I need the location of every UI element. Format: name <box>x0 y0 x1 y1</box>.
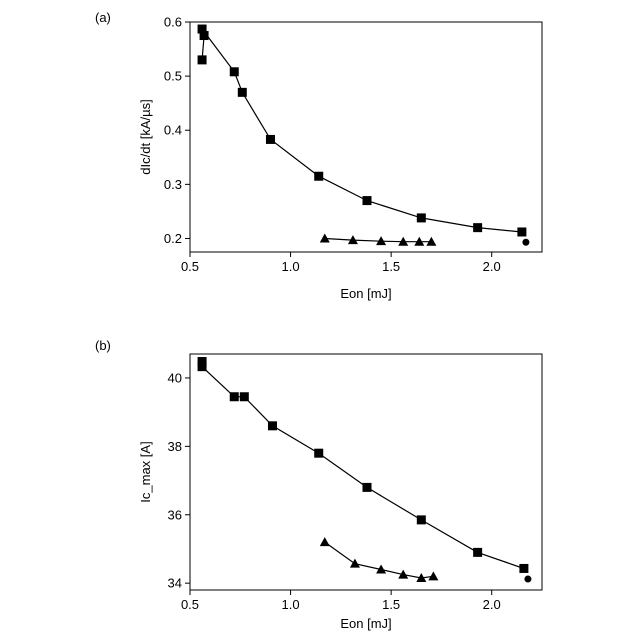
x-tick-label: 0.5 <box>181 597 199 612</box>
y-tick-label: 38 <box>168 439 182 454</box>
panel-b-ticks: 0.5 1.0 1.5 2.0 34 36 38 40 <box>168 370 501 612</box>
square-marker <box>517 227 526 236</box>
square-marker <box>363 483 372 492</box>
x-tick-label: 0.5 <box>181 259 199 274</box>
y-tick-label: 0.3 <box>164 177 182 192</box>
square-marker <box>230 67 239 76</box>
square-marker <box>238 88 247 97</box>
square-marker <box>230 392 239 401</box>
panel-a-label: (a) <box>95 10 111 25</box>
square-marker <box>473 548 482 557</box>
square-marker <box>314 449 323 458</box>
triangle-marker <box>350 559 360 568</box>
panel-b-plot-frame <box>190 354 542 590</box>
square-marker <box>198 25 207 34</box>
x-tick-label: 2.0 <box>483 597 501 612</box>
y-tick-label: 0.5 <box>164 69 182 84</box>
panel-a-x-axis-label: Eon [mJ] <box>340 286 391 301</box>
square-marker <box>519 564 528 573</box>
square-marker <box>268 421 277 430</box>
panel-a-plot-frame <box>190 22 542 252</box>
circle-marker <box>524 576 531 583</box>
x-tick-label: 1.5 <box>382 597 400 612</box>
y-tick-label: 0.2 <box>164 231 182 246</box>
square-marker <box>266 135 275 144</box>
figure: (a) 0.5 1.0 1.5 2.0 0.2 0.3 0.4 0.5 0.6 Eon [mJ]… <box>0 0 640 640</box>
panel-b-x-axis-label: Eon [mJ] <box>340 616 391 631</box>
x-tick-label: 1.5 <box>382 259 400 274</box>
square-marker <box>240 392 249 401</box>
panel-b-y-axis-label: Ic_max [A] <box>138 441 153 502</box>
y-tick-label: 0.6 <box>164 15 182 30</box>
square-marker <box>198 55 207 64</box>
panel-b: (b) 0.5 1.0 1.5 2.0 34 36 38 40 Eon [mJ] Ic_max… <box>95 338 542 631</box>
square-marker <box>198 362 207 371</box>
series-triangle-line <box>325 239 432 242</box>
panel-a-y-axis-label: dIc/dt [kA/µs] <box>138 99 153 174</box>
x-tick-label: 1.0 <box>282 597 300 612</box>
panel-a: (a) 0.5 1.0 1.5 2.0 0.2 0.3 0.4 0.5 0.6 Eon [mJ]… <box>95 10 542 301</box>
y-tick-label: 40 <box>168 370 182 385</box>
square-marker <box>363 196 372 205</box>
square-marker <box>417 515 426 524</box>
triangle-marker <box>320 233 330 242</box>
y-tick-label: 0.4 <box>164 123 182 138</box>
panel-b-markers <box>198 357 532 583</box>
square-marker <box>417 213 426 222</box>
x-tick-label: 2.0 <box>483 259 501 274</box>
y-tick-label: 36 <box>168 507 182 522</box>
triangle-marker <box>320 537 330 546</box>
panel-a-lines <box>202 29 522 242</box>
x-tick-label: 1.0 <box>282 259 300 274</box>
series-square-line <box>202 29 522 232</box>
panel-a-markers <box>198 25 530 246</box>
panel-b-lines <box>202 362 524 579</box>
square-marker <box>473 223 482 232</box>
triangle-marker <box>428 571 438 580</box>
y-tick-label: 34 <box>168 576 182 591</box>
panel-b-label: (b) <box>95 338 111 353</box>
circle-marker <box>522 239 529 246</box>
panel-a-ticks: 0.5 1.0 1.5 2.0 0.2 0.3 0.4 0.5 0.6 <box>164 15 501 275</box>
series-square-line <box>202 362 524 569</box>
square-marker <box>314 172 323 181</box>
